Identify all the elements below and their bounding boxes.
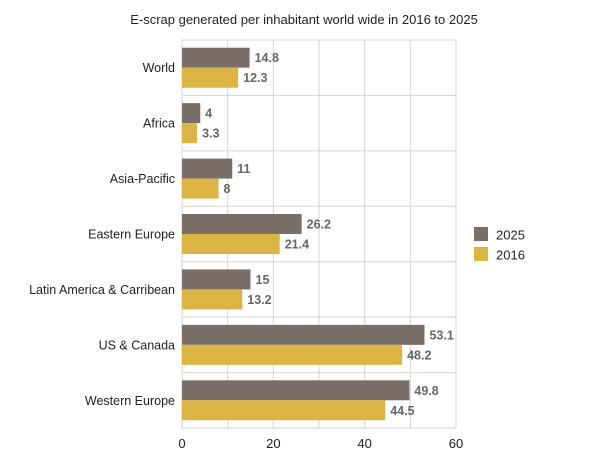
value-label: 44.5 <box>390 404 414 418</box>
bar-2025-3 <box>182 214 302 234</box>
bar-2016-3 <box>182 234 280 254</box>
x-tick-label: 20 <box>266 436 280 451</box>
value-label: 14.8 <box>255 51 279 65</box>
value-label: 8 <box>224 182 231 196</box>
value-label: 49.8 <box>414 384 438 398</box>
x-tick-label: 60 <box>449 436 463 451</box>
category-label: US & Canada <box>99 338 175 352</box>
category-label: Asia-Pacific <box>110 172 175 186</box>
bar-2016-6 <box>182 400 386 421</box>
category-label: Western Europe <box>85 394 175 408</box>
legend-label: 2025 <box>496 228 525 243</box>
bar-2016-2 <box>182 178 219 199</box>
value-label: 13.2 <box>247 293 271 307</box>
value-label: 53.1 <box>429 328 453 342</box>
bar-2016-0 <box>182 67 239 88</box>
bar-2025-4 <box>182 269 251 290</box>
legend-swatch-2016 <box>474 247 488 261</box>
bar-2016-5 <box>182 344 403 365</box>
value-label: 3.3 <box>202 127 219 141</box>
value-label: 4 <box>205 107 212 121</box>
legend-label: 2016 <box>496 248 525 263</box>
value-label: 21.4 <box>285 238 309 252</box>
value-label: 15 <box>256 273 270 287</box>
bar-2025-0 <box>182 47 250 68</box>
x-tick-label: 0 <box>178 436 185 451</box>
category-label: Africa <box>143 117 175 131</box>
chart-title: E-scrap generated per inhabitant world w… <box>130 12 478 27</box>
legend-swatch-2025 <box>474 227 488 241</box>
bar-2025-2 <box>182 158 233 179</box>
bar-2016-4 <box>182 289 243 310</box>
x-tick-label: 40 <box>357 436 371 451</box>
category-label: Eastern Europe <box>88 228 175 242</box>
value-label: 11 <box>237 162 250 176</box>
value-label: 26.2 <box>307 218 331 232</box>
value-label: 48.2 <box>407 348 431 362</box>
bar-2025-1 <box>182 103 201 124</box>
category-label: World <box>143 61 175 75</box>
category-label: Latin America & Carribean <box>29 283 175 297</box>
value-label: 12.3 <box>243 71 267 85</box>
bar-2016-1 <box>182 123 198 144</box>
bar-2025-5 <box>182 324 425 345</box>
bar-2025-6 <box>182 380 410 401</box>
